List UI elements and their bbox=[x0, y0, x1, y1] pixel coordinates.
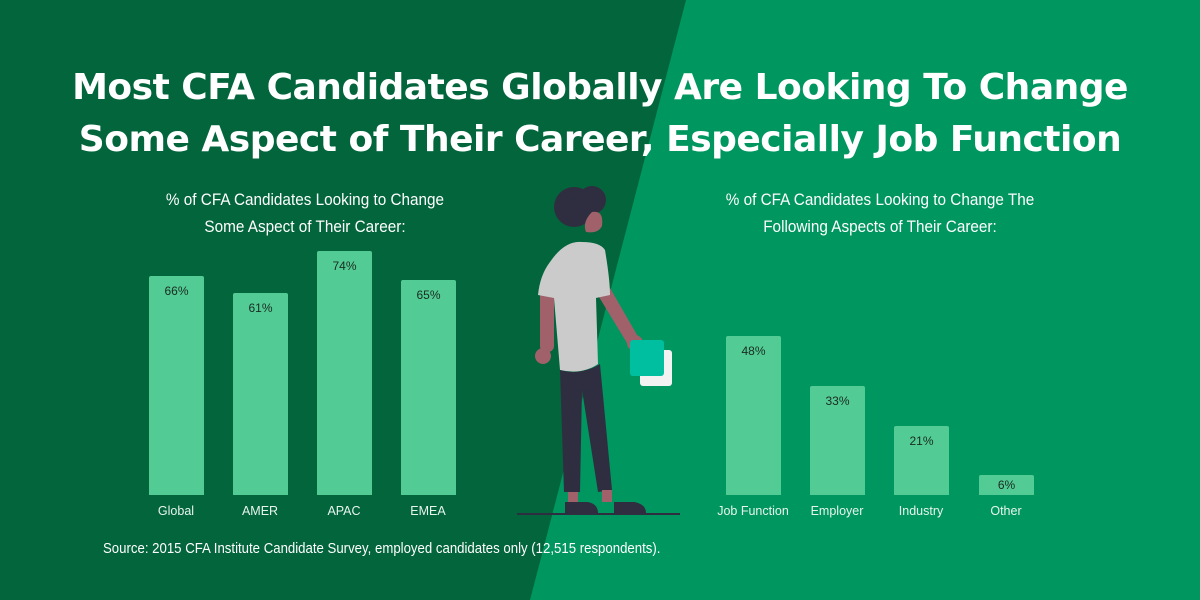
category-label-employer: Employer bbox=[810, 504, 864, 518]
right-subtitle-line-2: Following Aspects of Their Career: bbox=[763, 217, 997, 236]
page-title: Most CFA Candidates Globally Are Looking… bbox=[0, 62, 1200, 166]
left-bar-chart: 66% 61% 74% 65% Global AMER APAC EMEA bbox=[149, 251, 456, 518]
person-illustration-icon bbox=[517, 186, 680, 515]
right-subtitle-line-1: % of CFA Candidates Looking to Change Th… bbox=[725, 190, 1035, 209]
right-chart-subtitle: % of CFA Candidates Looking to Change Th… bbox=[700, 186, 1060, 240]
bar-job-function: 48% bbox=[726, 336, 781, 495]
category-label-amer: AMER bbox=[241, 504, 279, 518]
category-label-other: Other bbox=[990, 504, 1022, 518]
bar-apac: 74% bbox=[317, 251, 372, 495]
title-line-1: Most CFA Candidates Globally Are Looking… bbox=[72, 67, 1128, 108]
left-subtitle-line-1: % of CFA Candidates Looking to Change bbox=[165, 190, 445, 209]
category-label-industry: Industry bbox=[898, 504, 944, 518]
bar-global: 66% bbox=[149, 276, 204, 495]
bar-amer: 61% bbox=[233, 293, 288, 495]
category-label-apac: APAC bbox=[327, 504, 361, 518]
left-chart-subtitle: % of CFA Candidates Looking to Change So… bbox=[139, 186, 472, 240]
bar-emea: 65% bbox=[401, 280, 456, 495]
bar-employer: 33% bbox=[810, 386, 865, 495]
bar-other: 6% bbox=[979, 475, 1034, 495]
title-line-2: Some Aspect of Their Career, Especially … bbox=[78, 119, 1122, 160]
left-subtitle-line-2: Some Aspect of Their Career: bbox=[204, 217, 406, 236]
category-label-emea: EMEA bbox=[410, 504, 446, 518]
category-label-global: Global bbox=[157, 504, 195, 518]
bar-industry: 21% bbox=[894, 426, 949, 495]
category-label-job-function: Job Function bbox=[717, 504, 789, 518]
source-footnote: Source: 2015 CFA Institute Candidate Sur… bbox=[103, 540, 661, 557]
